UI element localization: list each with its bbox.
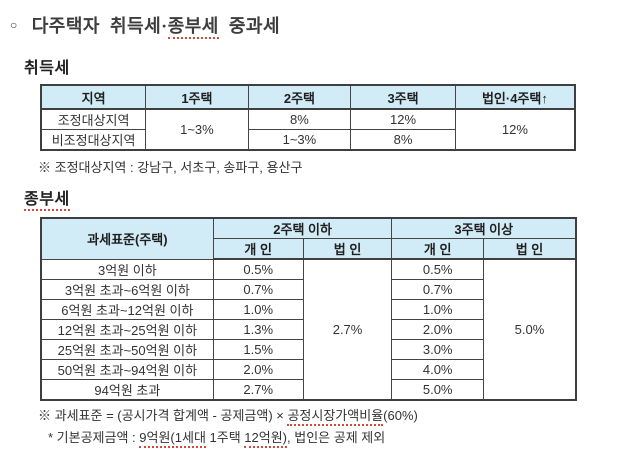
acq-row-non-adjusted: 비조정대상지역 1~3% 8% [40,129,575,151]
deduct-spellcheck-1: 9억원(1세대 [139,430,206,448]
acq-header-corp-4house: 법인·4주택↑ [454,84,576,110]
acquisition-tax-table: 지역 1주택 2주택 3주택 법인·4주택↑ 조정대상지역 1~3% 8% 12… [40,84,576,151]
acq-value-adjusted-2house: 8% [247,108,352,130]
acq-header-3house: 3주택 [350,84,456,110]
jong-row-bracket-1: 3억원 이하 0.5% 2.7% 0.5% 5.0% [40,258,577,400]
jong-label-bracket-6: 50억원 초과~94억원 이하 [40,358,214,380]
acq-header-region: 지역 [40,84,147,110]
jong-ind2-bracket-7: 2.7% [212,378,304,400]
jong-row-bracket-3: 6억원 초과~12억원 이하 1.0% 1.0% [40,298,576,320]
circle-bullet-icon: ○ [10,17,18,32]
jong-label-bracket-4: 12억원 초과~25억원 이하 [40,318,214,340]
note-basic-deduction: * 기본공제금액 : 9억원(1세대 1주택 12억원), 법인은 공제 제외 [48,427,386,448]
deduct-text-1: * 기본공제금액 : [48,430,140,445]
formula-text-1: ※ 과세표준 = (공시가격 합계액 - 공제금액) × [38,408,288,423]
title-prefix: 다주택자 취득세· [31,16,168,36]
section-heading-acquisition-tax: 취득세 [24,60,70,77]
acq-header-1house: 1주택 [145,84,249,110]
jong-subheader-individual-over3: 개 인 [391,238,484,260]
jong-subheader-corporate-over3: 법 인 [482,238,577,260]
jong-header-tax-base: 과세표준(주택) [40,217,214,260]
formula-text-2: (60%) [383,408,418,423]
jong-label-bracket-1: 3억원 이하 [40,258,214,280]
jong-corp-over3-merged: 5.0% [482,258,577,400]
deduct-spellcheck-2: 12억원) [244,430,288,448]
title-suffix: 중과세 [218,16,281,36]
jong-label-bracket-7: 94억원 초과 [40,378,214,400]
acq-header-2house: 2주택 [247,84,352,110]
jong-subheader-corporate-under2: 법 인 [302,238,393,260]
jongbuse-heading-spellcheck: 종부세 [24,191,70,211]
jong-row-bracket-6: 50억원 초과~94억원 이하 2.0% 4.0% [40,358,576,380]
acq-value-1house-merged: 1~3% [145,108,249,151]
jong-ind3-bracket-3: 1.0% [391,298,484,320]
jong-ind2-bracket-4: 1.3% [212,318,304,340]
jong-ind2-bracket-5: 1.5% [212,338,304,360]
jong-subheader-individual-under2: 개 인 [212,238,304,260]
jong-ind3-bracket-7: 5.0% [391,378,484,400]
jong-header-under-2house: 2주택 이하 [212,217,393,239]
jong-header-over-3house: 3주택 이상 [391,217,577,239]
jong-row-bracket-7: 94억원 초과 2.7% 5.0% [40,378,576,400]
note-tax-base-formula: ※ 과세표준 = (공시가격 합계액 - 공제금액) × 공정시장가액비율(60… [38,405,418,426]
jong-ind2-bracket-1: 0.5% [212,258,304,280]
jong-ind3-bracket-4: 2.0% [391,318,484,340]
jong-label-bracket-5: 25억원 초과~50억원 이하 [40,338,214,360]
page-title-text: 다주택자 취득세·종부세 중과세 [31,12,281,39]
jong-header-row-groups: 과세표준(주택) 2주택 이하 3주택 이상 [40,217,577,260]
deduct-text-3: , 법인은 공제 제외 [287,430,386,445]
jong-label-bracket-3: 6억원 초과~12억원 이하 [40,298,214,320]
title-highlight-spellcheck: 종부세 [167,16,219,39]
note-adjusted-regions: ※ 조정대상지역 : 강남구, 서초구, 송파구, 용산구 [38,160,303,175]
formula-spellcheck: 공정시장가액비율 [287,408,384,426]
jong-ind2-bracket-6: 2.0% [212,358,304,380]
acq-label-adjusted-region: 조정대상지역 [40,108,147,130]
jong-ind3-bracket-1: 0.5% [391,258,484,280]
jong-ind3-bracket-6: 4.0% [391,358,484,380]
jongbuse-tax-table: 과세표준(주택) 2주택 이하 3주택 이상 개 인 법 인 개 인 법 인 3… [40,217,577,401]
jong-ind3-bracket-5: 3.0% [391,338,484,360]
non-adjusted-spellcheck: 비조정대상지역 [51,133,136,150]
jong-header-row-subgroups: 개 인 법 인 개 인 법 인 [41,238,577,260]
acq-row-adjusted: 조정대상지역 1~3% 8% 12% 12% [40,108,576,151]
jong-ind2-bracket-2: 0.7% [212,278,304,300]
jong-ind2-bracket-3: 1.0% [212,298,304,320]
acq-value-non-adjusted-2house: 1~3% [247,129,352,151]
page-title: ○ 다주택자 취득세·종부세 중과세 [10,12,281,39]
acq-value-adjusted-3house: 12% [350,108,456,130]
jong-corp-under2-merged: 2.7% [302,258,393,400]
deduct-text-2: 1주택 [205,430,245,445]
jong-row-bracket-5: 25억원 초과~50억원 이하 1.5% 3.0% [40,338,576,360]
acq-label-non-adjusted-region: 비조정대상지역 [40,129,147,151]
acq-value-corp-merged: 12% [454,108,576,151]
jong-label-bracket-2: 3억원 초과~6억원 이하 [40,278,214,300]
acq-value-non-adjusted-3house: 8% [350,129,456,151]
jong-ind3-bracket-2: 0.7% [391,278,484,300]
section-heading-jongbuse: 종부세 [24,185,70,211]
acq-header-row: 지역 1주택 2주택 3주택 법인·4주택↑ [40,84,576,110]
